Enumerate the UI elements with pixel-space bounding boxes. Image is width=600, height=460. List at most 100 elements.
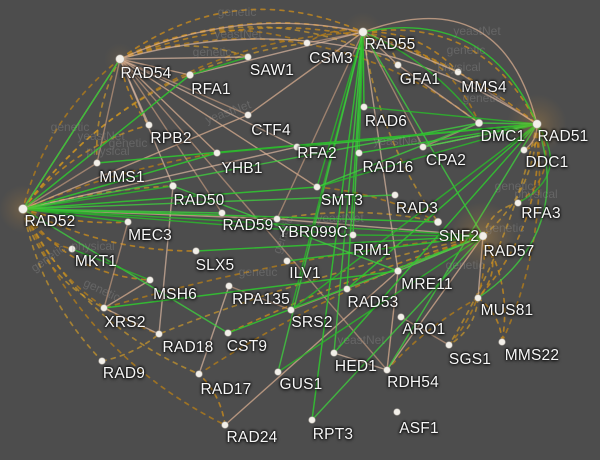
node-label-SLX5[interactable]: SLX5 [195,257,235,274]
node-label-DDC1[interactable]: DDC1 [525,154,569,171]
node-YBR099C[interactable] [273,215,281,223]
node-label-RAD54[interactable]: RAD54 [120,65,172,82]
node-SNF2[interactable] [433,217,443,227]
node-label-YBR099C[interactable]: YBR099C [277,224,349,241]
node-DDC1[interactable] [520,146,528,154]
node-RAD16[interactable] [355,149,363,157]
node-label-RDH54[interactable]: RDH54 [387,374,439,391]
node-label-XRS2[interactable]: XRS2 [104,314,146,331]
node-RAD52[interactable] [18,204,28,214]
node-RFA3[interactable] [514,199,522,207]
node-MMS4[interactable] [454,68,462,76]
node-RAD51[interactable] [532,119,542,129]
node-label-MMS22[interactable]: MMS22 [504,347,560,364]
node-XRS2[interactable] [100,304,108,312]
node-GFA1[interactable] [394,61,402,69]
node-label-DMC1[interactable]: DMC1 [480,128,526,145]
node-RPA135[interactable] [225,282,233,290]
node-label-MRE11[interactable]: MRE11 [401,276,453,293]
node-label-CST9[interactable]: CST9 [226,338,268,355]
node-label-RIM1[interactable]: RIM1 [353,242,391,259]
node-MEC3[interactable] [124,218,132,226]
node-label-YHB1[interactable]: YHB1 [221,160,263,177]
node-label-SMT3[interactable]: SMT3 [320,192,364,209]
node-MRE11[interactable] [393,266,402,275]
node-MSH6[interactable] [146,276,154,284]
node-RAD59[interactable] [218,209,226,217]
node-label-HED1[interactable]: HED1 [334,358,378,375]
node-label-ASF1[interactable]: ASF1 [399,420,439,437]
node-label-CSM3[interactable]: CSM3 [309,50,353,67]
node-CPA2[interactable] [419,143,427,151]
node-label-MSH6[interactable]: MSH6 [153,286,197,303]
node-label-RAD52[interactable]: RAD52 [24,213,76,230]
node-label-RAD9[interactable]: RAD9 [102,365,146,382]
node-RDH54[interactable] [383,366,391,374]
node-SLX5[interactable] [192,247,200,255]
node-SGS1[interactable] [445,341,453,349]
node-MMS22[interactable] [498,338,506,346]
node-SRS2[interactable] [287,306,295,314]
node-label-MMS1[interactable]: MMS1 [99,169,145,186]
node-RPT3[interactable] [308,416,316,424]
node-label-RAD50[interactable]: RAD50 [173,192,225,209]
node-label-SGS1[interactable]: SGS1 [448,351,492,368]
node-RAD3[interactable] [391,191,399,199]
node-label-RAD57[interactable]: RAD57 [483,243,535,260]
node-layer[interactable] [18,27,542,429]
node-GUS1[interactable] [274,368,282,376]
node-label-SNF2[interactable]: SNF2 [438,228,480,245]
node-label-RFA3[interactable]: RFA3 [521,205,561,222]
node-label-RAD3[interactable]: RAD3 [395,200,439,217]
node-RAD17[interactable] [195,370,203,378]
node-label-ARO1[interactable]: ARO1 [402,321,446,338]
node-label-SRS2[interactable]: SRS2 [291,314,333,331]
node-label-ILV1[interactable]: ILV1 [289,265,321,282]
node-label-RPA135[interactable]: RPA135 [232,291,290,308]
node-label-RAD24[interactable]: RAD24 [226,429,278,446]
node-label-RPT3[interactable]: RPT3 [312,426,354,443]
node-label-MEC3[interactable]: MEC3 [128,227,172,244]
node-DMC1[interactable] [474,118,484,128]
node-label-RAD51[interactable]: RAD51 [537,128,589,145]
node-CSM3[interactable] [303,39,311,47]
node-label-SAW1[interactable]: SAW1 [249,62,295,79]
node-ASF1[interactable] [393,408,401,416]
node-RAD9[interactable] [98,357,106,365]
node-label-RAD55[interactable]: RAD55 [364,36,416,53]
node-RAD6[interactable] [360,103,368,111]
node-RFA1[interactable] [185,71,194,80]
node-label-RFA2[interactable]: RFA2 [297,145,337,162]
node-label-GFA1[interactable]: GFA1 [399,71,441,88]
node-MUS81[interactable] [474,294,482,302]
node-label-RFA1[interactable]: RFA1 [191,81,231,98]
node-RPB2[interactable] [145,121,153,129]
node-label-RPB2[interactable]: RPB2 [150,130,192,147]
node-HED1[interactable] [330,349,338,357]
node-SAW1[interactable] [244,53,252,61]
node-RIM1[interactable] [349,231,357,239]
node-label-RAD17[interactable]: RAD17 [200,381,252,398]
node-ILV1[interactable] [283,257,291,265]
node-RFA2[interactable] [293,143,301,151]
node-CST9[interactable] [224,329,232,337]
node-label-RAD18[interactable]: RAD18 [162,339,214,356]
node-MKT1[interactable] [68,245,76,253]
node-YHB1[interactable] [213,149,221,157]
node-CTF4[interactable] [244,111,252,119]
node-MMS1[interactable] [93,159,101,167]
node-label-MKT1[interactable]: MKT1 [74,253,118,270]
node-RAD54[interactable] [115,54,125,64]
node-label-RAD6[interactable]: RAD6 [364,113,408,130]
node-label-GUS1[interactable]: GUS1 [279,376,323,393]
node-label-RAD16[interactable]: RAD16 [362,159,414,176]
node-RAD24[interactable] [221,421,229,429]
node-label-CPA2[interactable]: CPA2 [425,152,467,169]
node-RAD50[interactable] [168,181,177,190]
node-RAD55[interactable] [358,27,368,37]
node-label-RAD59[interactable]: RAD59 [222,217,274,234]
node-SMT3[interactable] [313,183,321,191]
node-RAD53[interactable] [343,285,351,293]
